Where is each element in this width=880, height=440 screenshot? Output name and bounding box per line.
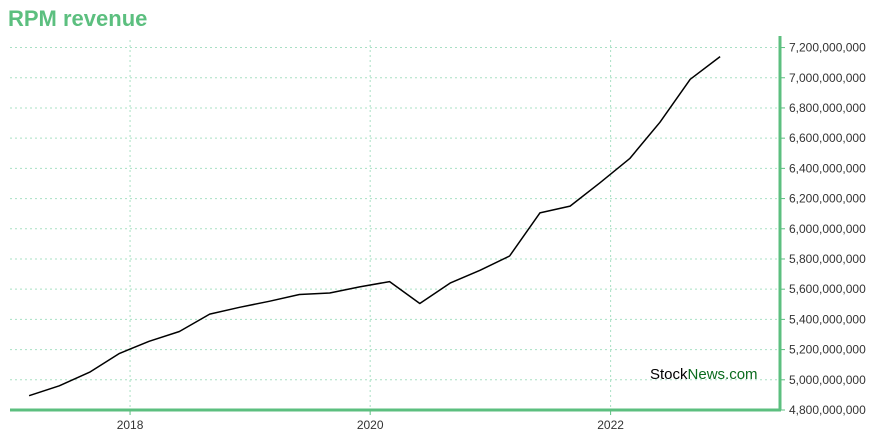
y-tick-label: 5,000,000,000 (789, 373, 866, 387)
y-tick-label: 5,400,000,000 (789, 312, 866, 326)
data-point (508, 254, 512, 258)
y-tick-label: 6,600,000,000 (789, 131, 866, 145)
y-tick-label: 6,200,000,000 (789, 192, 866, 206)
y-tick-label: 6,000,000,000 (789, 222, 866, 236)
tick-labels: 4,800,000,000 5,000,000,000 5,200,000,000 5… (117, 41, 866, 432)
data-point (388, 280, 392, 284)
y-tick-label: 6,400,000,000 (789, 161, 866, 175)
data-point (118, 351, 122, 355)
y-tick-label: 5,200,000,000 (789, 343, 866, 357)
x-tick-label: 2018 (117, 418, 144, 432)
watermark-news: News (688, 366, 726, 383)
data-point (628, 157, 632, 161)
data-point (568, 204, 572, 208)
data-point (328, 291, 332, 295)
y-tick-label: 6,800,000,000 (789, 101, 866, 115)
y-tick-label: 4,800,000,000 (789, 403, 866, 417)
data-point (598, 181, 602, 185)
y-tick-label: 7,000,000,000 (789, 71, 866, 85)
y-tick-label: 7,200,000,000 (789, 41, 866, 55)
y-tick-label: 5,800,000,000 (789, 252, 866, 266)
data-point (57, 384, 61, 388)
data-point (538, 211, 542, 215)
data-point (418, 302, 422, 306)
data-point (658, 120, 662, 124)
data-point (688, 77, 692, 81)
chart-title: RPM revenue (8, 6, 148, 31)
x-tick-label: 2020 (357, 418, 384, 432)
data-point (297, 292, 301, 296)
grid (10, 40, 780, 411)
y-tick-label: 5,600,000,000 (789, 282, 866, 296)
x-tick-label: 2022 (597, 418, 624, 432)
data-point (448, 281, 452, 285)
data-point (88, 370, 92, 374)
data-point (238, 305, 242, 309)
watermark-logo: StockNews.com (650, 366, 758, 383)
data-point (718, 55, 722, 59)
data-point (147, 339, 151, 343)
data-point (208, 312, 212, 316)
data-point (358, 285, 362, 289)
watermark-dotcom: .com (725, 366, 758, 383)
data-point (27, 394, 31, 398)
data-point (267, 299, 271, 303)
series-area (27, 55, 722, 398)
revenue-line (28, 56, 721, 397)
watermark-stock: Stock (650, 366, 688, 383)
data-point (478, 268, 482, 272)
data-point (177, 329, 181, 333)
axes (10, 36, 785, 415)
